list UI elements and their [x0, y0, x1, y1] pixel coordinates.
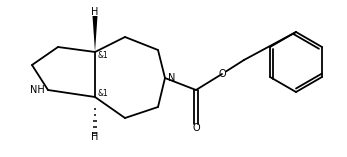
Text: &1: &1: [98, 51, 109, 60]
Text: O: O: [218, 69, 226, 79]
Text: H: H: [91, 132, 99, 142]
Text: N: N: [168, 73, 175, 83]
Text: NH: NH: [30, 85, 45, 95]
Text: H: H: [91, 7, 99, 17]
Text: O: O: [192, 123, 200, 133]
Text: &1: &1: [98, 89, 109, 97]
Polygon shape: [93, 16, 98, 52]
